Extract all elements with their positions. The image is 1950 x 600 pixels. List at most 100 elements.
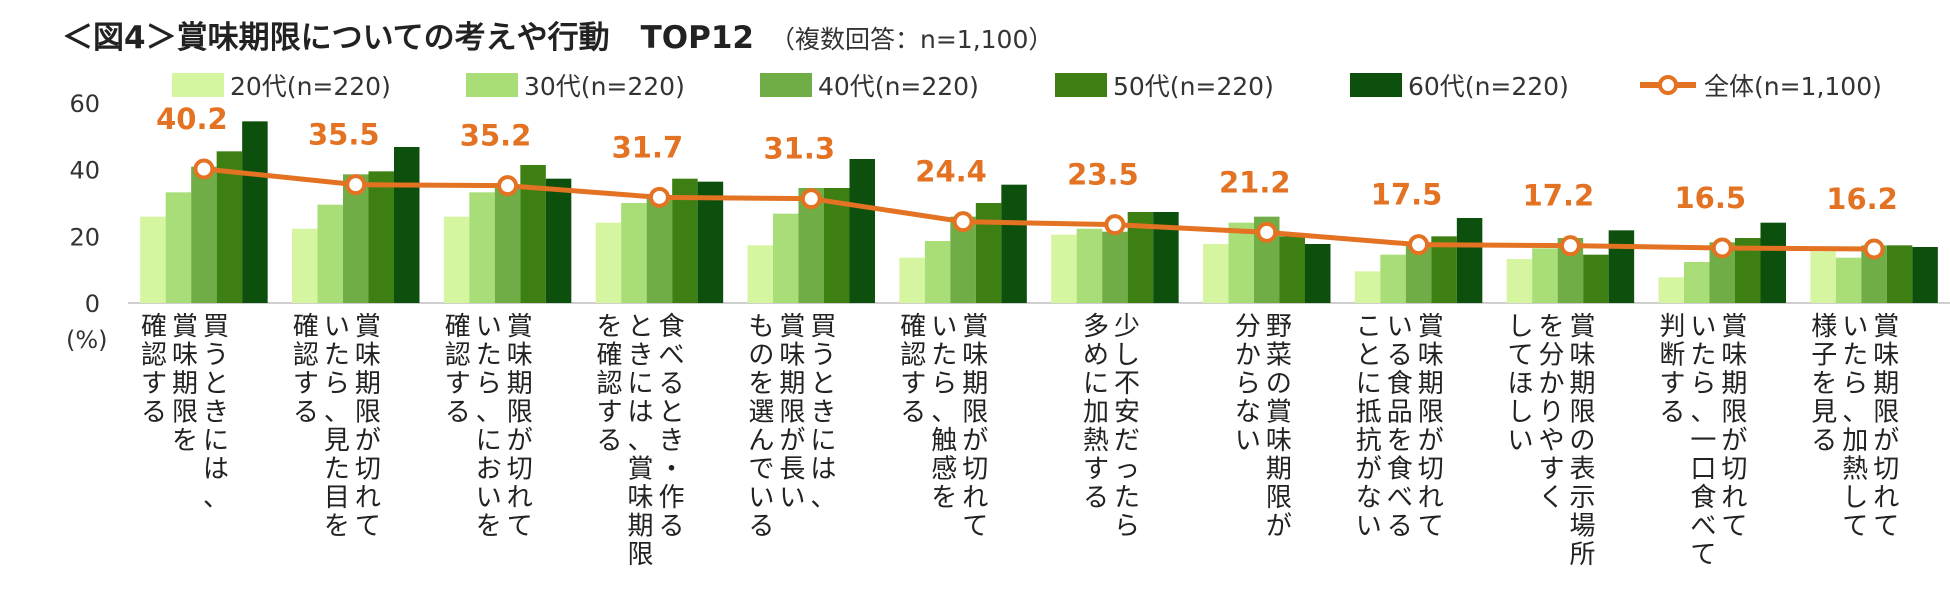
- category-label-line: 賞味期限を: [172, 312, 198, 456]
- legend-label: 50代(n=220): [1113, 72, 1274, 101]
- legend-swatch: [1350, 73, 1402, 97]
- overall-series-line: [203, 166, 1875, 252]
- bar: [646, 198, 673, 303]
- legend-swatch: [1055, 73, 1107, 97]
- chart-subtitle: （複数回答：n=1,100）: [770, 25, 1054, 54]
- y-tick-label: 40: [69, 157, 100, 185]
- data-label: 35.5: [308, 118, 380, 152]
- bar: [443, 216, 470, 303]
- category-label-line: ことに抵抗がない: [1356, 312, 1382, 542]
- category-label-line: ものを選んでいる: [748, 312, 774, 542]
- bar: [165, 192, 192, 303]
- bar: [1203, 244, 1229, 303]
- bar: [292, 228, 318, 303]
- data-label: 35.2: [460, 119, 532, 153]
- data-label: 31.3: [763, 132, 835, 166]
- y-tick-label: 20: [69, 223, 100, 251]
- bar: [824, 188, 850, 303]
- category-label-line: 確認する: [445, 312, 471, 428]
- legend-label: 20代(n=220): [230, 72, 391, 101]
- bar: [1583, 254, 1609, 303]
- category-label-line: 賞味期限が切れて: [507, 312, 533, 542]
- bar: [545, 178, 572, 303]
- bar: [494, 188, 521, 303]
- bar: [368, 171, 394, 303]
- category-label-line: を分かりやすく: [1539, 312, 1565, 513]
- overall-point: [497, 175, 519, 197]
- bar: [975, 203, 1002, 303]
- data-label: 21.2: [1219, 165, 1291, 199]
- data-label: 16.5: [1674, 181, 1746, 215]
- category-label-line: 多めに加熱する: [1083, 312, 1109, 513]
- bar: [1506, 259, 1533, 303]
- category-labels: 買うときには、賞味期限を確認する賞味期限が切れていたら、見た目を確認する賞味期限…: [141, 312, 1899, 570]
- y-tick-label: 0: [85, 290, 100, 318]
- category-label-line: いたら、一口食べて: [1690, 312, 1716, 570]
- bar: [140, 216, 166, 303]
- bar: [899, 257, 925, 303]
- legend-swatch: [466, 73, 518, 97]
- category-label-line: いたら、においを: [476, 312, 502, 542]
- overall-point: [1104, 214, 1126, 236]
- bar: [469, 192, 495, 303]
- y-unit-label: (%): [66, 326, 108, 354]
- bar: [1380, 254, 1406, 303]
- bar: [924, 241, 951, 303]
- bar: [1305, 244, 1331, 303]
- category-label-line: いたら、加熱して: [1842, 312, 1868, 542]
- category-label-line: 買うときには、: [810, 312, 836, 513]
- bar: [242, 121, 268, 303]
- bar: [1076, 228, 1103, 303]
- data-label: 17.5: [1371, 178, 1443, 212]
- category-label-line: 賞味期限が切れて: [355, 312, 381, 542]
- legend-swatch: [760, 73, 812, 97]
- overall-point: [952, 211, 974, 233]
- bar: [1001, 184, 1027, 303]
- category-label-line: いたら、触感を: [931, 312, 957, 513]
- bar: [343, 174, 369, 303]
- bar: [1835, 257, 1862, 303]
- overall-point: [1559, 235, 1581, 257]
- bar: [191, 166, 217, 303]
- legend-marker: [1658, 75, 1678, 95]
- data-label: 24.4: [915, 155, 987, 189]
- bar: [394, 147, 420, 303]
- bar: [1102, 231, 1128, 303]
- category-label-line: 賞味期限が切れて: [1873, 312, 1899, 542]
- category-label-line: 野菜の賞味期限が: [1266, 312, 1292, 542]
- y-axis: 0 20 40 60 (%): [66, 90, 1950, 354]
- y-tick-label: 60: [69, 90, 100, 118]
- title-row: ＜図4＞賞味期限についての考えや行動 TOP12 （複数回答：n=1,100）: [62, 12, 1053, 57]
- bars: [140, 121, 1938, 303]
- bar: [1684, 262, 1710, 303]
- bar: [747, 245, 773, 303]
- overall-point: [800, 188, 822, 210]
- data-label: 16.2: [1826, 182, 1898, 216]
- bar: [1431, 236, 1457, 303]
- category-label-line: 少し不安だったら: [1114, 312, 1140, 542]
- overall-point: [1863, 238, 1885, 260]
- bar: [697, 181, 724, 303]
- category-label-line: 確認する: [900, 312, 926, 428]
- category-label-line: 判断する: [1659, 312, 1685, 428]
- overall-point: [345, 174, 367, 196]
- bar: [1886, 245, 1913, 303]
- category-label-line: 確認する: [293, 312, 319, 428]
- bar: [1532, 248, 1558, 303]
- bar: [773, 213, 799, 303]
- data-label: 17.2: [1523, 179, 1595, 213]
- category-label-line: を確認する: [597, 312, 623, 456]
- data-label: 40.2: [156, 102, 228, 136]
- category-label-line: 様子を見る: [1811, 312, 1837, 456]
- bar: [1354, 271, 1381, 303]
